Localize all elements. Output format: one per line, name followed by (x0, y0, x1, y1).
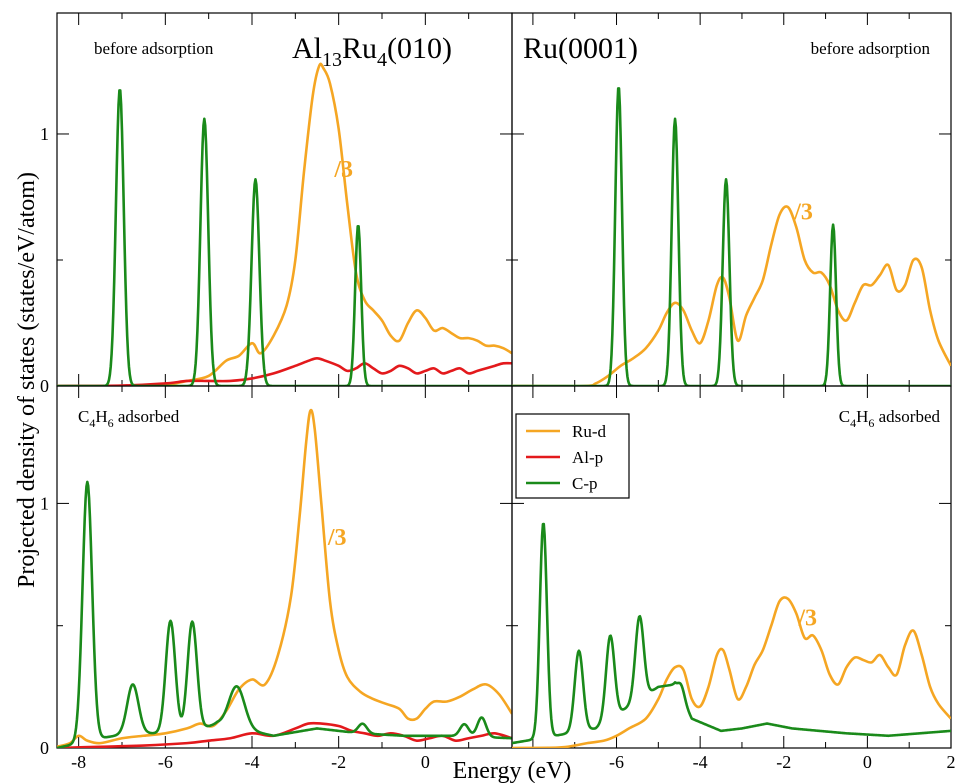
y-tick-label: 1 (40, 124, 49, 144)
series-ru-d-line (57, 62, 512, 386)
plot-area (512, 87, 951, 386)
panel-note: C4H6 adsorbed (839, 407, 941, 430)
series-al-p-line (57, 356, 512, 386)
x-tick-label: 0 (421, 752, 430, 772)
panel-frame (56, 12, 513, 387)
series-c-p-line (512, 87, 951, 386)
panel-tr: /3 Ru(0001) before adsorption (511, 12, 952, 387)
panel-bl: -8 -6 -4 -2 0 0 1/3 C4H6 adsorbed (40, 385, 513, 772)
plot-area (512, 522, 951, 748)
x-tick-label: -4 (693, 752, 708, 772)
panel-frame (511, 385, 952, 749)
x-axis-title: Energy (eV) (453, 758, 572, 783)
series-ru-d-line (512, 596, 951, 748)
panel-note: C4H6 adsorbed (78, 407, 180, 430)
y-tick-label: 0 (40, 376, 49, 396)
chart-panels: 0 1/3 Al13Ru4(010) before adsorption/3 Ru(00… (40, 12, 956, 772)
legend-label-c-p: C-p (572, 474, 598, 493)
panel-title: Ru(0001) (523, 32, 638, 65)
series-c-p-line (57, 89, 512, 386)
legend: Ru-d Al-p C-p (515, 413, 630, 499)
x-tick-label: -6 (158, 752, 173, 772)
legend-label-ru-d: Ru-d (572, 422, 607, 441)
series-ru-d-line (57, 408, 512, 748)
x-tick-label: 2 (947, 752, 956, 772)
scale-note: /3 (327, 525, 347, 551)
series-ru-d-line (512, 205, 951, 386)
x-tick-label: -6 (609, 752, 624, 772)
scale-note: /3 (797, 606, 817, 632)
x-tick-label: -4 (245, 752, 260, 772)
scale-note: /3 (793, 200, 813, 226)
series-c-p-line (57, 480, 512, 748)
panel-br: -6 -4 -2 0 2/3 C4H6 adsorbed (511, 385, 956, 772)
panel-title: Al13Ru4(010) (292, 32, 452, 71)
panel-note: before adsorption (94, 39, 214, 58)
series-c-p-line (512, 522, 951, 745)
y-axis-title: Projected density of states (states/eV/a… (14, 172, 40, 588)
panel-frame (56, 385, 513, 749)
scale-note: /3 (333, 157, 353, 183)
y-tick-label: 1 (40, 493, 49, 513)
panel-tl: 0 1/3 Al13Ru4(010) before adsorption (40, 12, 513, 396)
plot-area (57, 62, 512, 386)
x-tick-label: 0 (863, 752, 872, 772)
x-tick-label: -2 (776, 752, 791, 772)
legend-label-al-p: Al-p (572, 448, 603, 467)
x-tick-label: -8 (71, 752, 86, 772)
plot-area (57, 408, 512, 748)
panel-note: before adsorption (811, 39, 931, 58)
y-tick-label: 0 (40, 738, 49, 758)
x-tick-label: -2 (331, 752, 346, 772)
